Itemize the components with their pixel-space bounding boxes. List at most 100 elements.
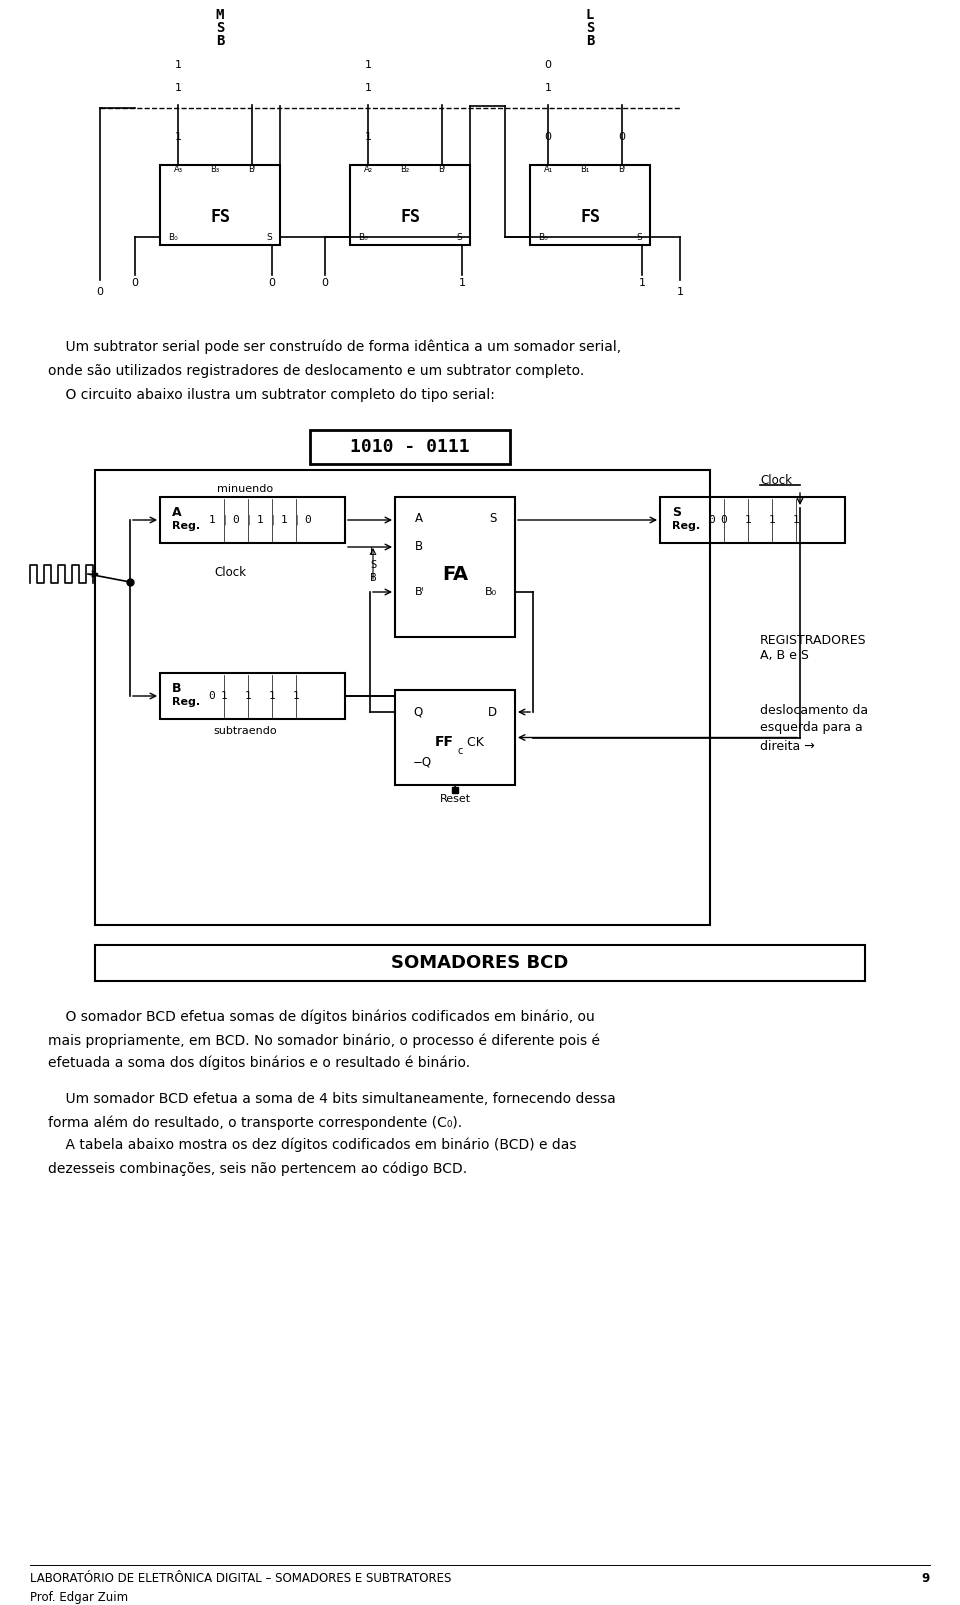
Text: 0: 0 (721, 515, 728, 525)
Text: 1: 1 (544, 83, 551, 93)
Text: S: S (456, 233, 462, 241)
Text: Prof. Edgar Zuim: Prof. Edgar Zuim (30, 1591, 128, 1603)
Text: B: B (415, 541, 423, 554)
Text: 1: 1 (175, 83, 181, 93)
Text: Q: Q (413, 706, 422, 719)
Bar (660, 498, 845, 542)
Text: L: L (371, 547, 375, 557)
Text: 1: 1 (365, 59, 372, 71)
Text: Clock: Clock (760, 473, 792, 486)
Text: 0: 0 (269, 278, 276, 287)
Text: 1: 1 (175, 59, 181, 71)
Text: A, B e S: A, B e S (760, 650, 809, 663)
Bar (395, 690, 515, 785)
Text: |: | (245, 515, 252, 525)
Text: M: M (216, 8, 225, 22)
Text: 1: 1 (280, 515, 287, 525)
Text: FS: FS (210, 209, 230, 226)
Text: 1010 - 0111: 1010 - 0111 (350, 438, 469, 456)
Text: Bᴵ: Bᴵ (249, 165, 255, 175)
Text: 1: 1 (459, 278, 466, 287)
Text: B₀: B₀ (358, 233, 368, 241)
Text: 9: 9 (922, 1571, 930, 1584)
Text: L: L (586, 8, 594, 22)
Text: A: A (415, 512, 423, 525)
Bar (95, 945, 865, 981)
Text: Bᴵ: Bᴵ (439, 165, 445, 175)
Text: 1: 1 (256, 515, 263, 525)
Text: |: | (293, 515, 300, 525)
Text: Clock: Clock (214, 565, 246, 578)
Text: 1: 1 (208, 515, 215, 525)
Text: minuendo: minuendo (217, 485, 273, 494)
Text: 1: 1 (745, 515, 752, 525)
Text: FA: FA (442, 565, 468, 584)
Text: A: A (172, 506, 181, 518)
Text: 0: 0 (132, 278, 138, 287)
Text: B: B (172, 682, 181, 695)
Text: A₂: A₂ (364, 165, 372, 175)
Text: 1: 1 (293, 692, 300, 701)
Bar (160, 498, 345, 542)
Bar (160, 672, 345, 719)
Text: B₀: B₀ (538, 233, 548, 241)
Text: B: B (370, 573, 376, 583)
Text: S: S (636, 233, 642, 241)
Bar (395, 498, 515, 637)
Text: Um subtrator serial pode ser construído de forma idêntica a um somador serial,: Um subtrator serial pode ser construído … (48, 340, 621, 355)
Text: S: S (672, 506, 681, 518)
Text: FS: FS (580, 209, 600, 226)
Text: S: S (266, 233, 272, 241)
Text: B: B (586, 34, 594, 48)
Text: SOMADORES BCD: SOMADORES BCD (392, 953, 568, 973)
Text: esquerda para a: esquerda para a (760, 722, 863, 735)
Text: 1: 1 (175, 132, 181, 141)
Bar (530, 165, 650, 246)
Text: S: S (490, 512, 497, 525)
Text: 1: 1 (245, 692, 252, 701)
Text: 1: 1 (365, 83, 372, 93)
Text: |: | (269, 515, 276, 525)
Text: 0: 0 (208, 692, 215, 701)
Text: 1: 1 (269, 692, 276, 701)
Text: O somador BCD efetua somas de dígitos binários codificados em binário, ou: O somador BCD efetua somas de dígitos bi… (48, 1010, 595, 1024)
Text: |: | (221, 515, 228, 525)
Text: forma além do resultado, o transporte correspondente (C₀).: forma além do resultado, o transporte co… (48, 1115, 462, 1130)
Text: FF: FF (435, 735, 454, 750)
Text: 1: 1 (221, 692, 228, 701)
Text: B: B (216, 34, 225, 48)
Bar (160, 165, 280, 246)
Text: 1: 1 (677, 287, 684, 297)
Text: Reg.: Reg. (172, 697, 200, 706)
Text: c: c (458, 746, 464, 756)
Text: REGISTRADORES: REGISTRADORES (760, 634, 867, 647)
Text: A tabela abaixo mostra os dez dígitos codificados em binário (BCD) e das: A tabela abaixo mostra os dez dígitos co… (48, 1138, 577, 1152)
Text: 1: 1 (769, 515, 776, 525)
Text: Bᴵ: Bᴵ (415, 587, 424, 597)
Text: 0: 0 (97, 287, 104, 297)
Text: LABORATÓRIO DE ELETRÔNICA DIGITAL – SOMADORES E SUBTRATORES: LABORATÓRIO DE ELETRÔNICA DIGITAL – SOMA… (30, 1571, 451, 1584)
Text: Bᴵ: Bᴵ (618, 165, 626, 175)
Text: dezesseis combinações, seis não pertencem ao código BCD.: dezesseis combinações, seis não pertence… (48, 1160, 468, 1175)
Text: 0: 0 (544, 59, 551, 71)
Text: 0: 0 (618, 132, 626, 141)
Text: O circuito abaixo ilustra um subtrator completo do tipo serial:: O circuito abaixo ilustra um subtrator c… (48, 388, 494, 401)
Text: direita →: direita → (760, 740, 815, 753)
Text: S: S (370, 560, 376, 570)
Text: A₁: A₁ (543, 165, 553, 175)
Text: 1: 1 (365, 132, 372, 141)
Text: 0: 0 (322, 278, 328, 287)
Text: D: D (488, 706, 497, 719)
Text: 0: 0 (708, 515, 715, 525)
Text: B₁: B₁ (581, 165, 589, 175)
Bar (350, 165, 470, 246)
Text: FS: FS (400, 209, 420, 226)
Text: A₃: A₃ (174, 165, 182, 175)
Text: Um somador BCD efetua a soma de 4 bits simultaneamente, fornecendo dessa: Um somador BCD efetua a soma de 4 bits s… (48, 1091, 615, 1106)
Text: mais propriamente, em BCD. No somador binário, o processo é diferente pois é: mais propriamente, em BCD. No somador bi… (48, 1034, 600, 1048)
Text: 1: 1 (793, 515, 800, 525)
Text: Reset: Reset (440, 794, 470, 804)
Text: S: S (216, 21, 225, 35)
Text: Reg.: Reg. (672, 522, 700, 531)
Bar (95, 470, 710, 924)
